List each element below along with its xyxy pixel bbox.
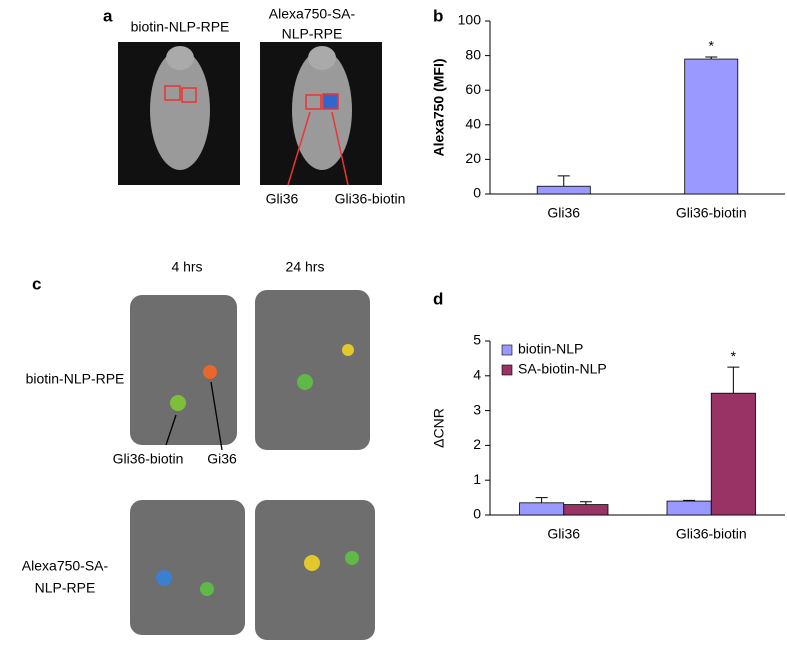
y-axis-label: Alexa750 (MFI) xyxy=(431,58,447,156)
y-tick-label: 5 xyxy=(473,332,481,348)
bar xyxy=(710,392,756,516)
y-tick-label: 80 xyxy=(465,46,481,62)
error-bar xyxy=(683,499,696,502)
y-tick-label: 20 xyxy=(465,150,481,166)
error-bar xyxy=(579,501,592,505)
error-bar xyxy=(705,56,718,60)
y-tick-label: 0 xyxy=(473,185,481,201)
image-label: Gli36 xyxy=(266,191,299,207)
bar xyxy=(519,502,565,516)
x-tick-label: Gli36-biotin xyxy=(676,526,747,542)
mri-images xyxy=(130,290,375,640)
legend-label: biotin-NLP xyxy=(518,341,583,357)
y-tick-label: 4 xyxy=(473,367,481,383)
bar xyxy=(536,185,591,195)
image-label: Gli36-biotin xyxy=(113,451,184,467)
x-tick-label: Gli36 xyxy=(547,205,580,221)
significance-marker: * xyxy=(731,348,737,364)
y-tick-label: 60 xyxy=(465,81,481,97)
legend-label: SA-biotin-NLP xyxy=(518,361,607,377)
row-label: NLP-RPE xyxy=(35,580,96,596)
y-tick-label: 40 xyxy=(465,116,481,132)
significance-marker: * xyxy=(709,38,715,54)
x-tick-label: Gli36-biotin xyxy=(676,205,747,221)
y-tick-label: 0 xyxy=(473,506,481,522)
legend-swatch xyxy=(501,364,513,376)
panel-letter: a xyxy=(103,6,113,25)
panel-letter: b xyxy=(433,6,443,25)
y-tick-label: 3 xyxy=(473,401,481,417)
error-bar xyxy=(535,497,548,503)
y-tick-label: 100 xyxy=(458,12,482,28)
row-label: biotin-NLP-RPE xyxy=(26,371,125,387)
image-label: Gi36 xyxy=(207,451,237,467)
column-label: 4 hrs xyxy=(171,259,202,275)
mouse-image-pre xyxy=(118,42,240,185)
image-title: NLP-RPE xyxy=(282,26,343,42)
error-bar xyxy=(557,175,570,187)
image-label: Gli36-biotin xyxy=(335,191,406,207)
mouse-image-post xyxy=(260,42,382,186)
bar xyxy=(563,504,609,516)
error-bar xyxy=(727,366,740,394)
row-label: Alexa750-SA- xyxy=(22,558,109,574)
x-tick-label: Gli36 xyxy=(547,526,580,542)
bar xyxy=(666,500,712,516)
column-label: 24 hrs xyxy=(286,259,325,275)
panel-letter: c xyxy=(32,274,41,293)
legend-swatch xyxy=(501,344,513,356)
y-axis-label: ΔCNR xyxy=(431,408,447,448)
image-title: biotin-NLP-RPE xyxy=(131,19,230,35)
panel-letter: d xyxy=(433,289,443,308)
bar xyxy=(684,58,739,195)
image-title: Alexa750-SA- xyxy=(269,6,356,22)
y-tick-label: 2 xyxy=(473,436,481,452)
y-tick-label: 1 xyxy=(473,471,481,487)
